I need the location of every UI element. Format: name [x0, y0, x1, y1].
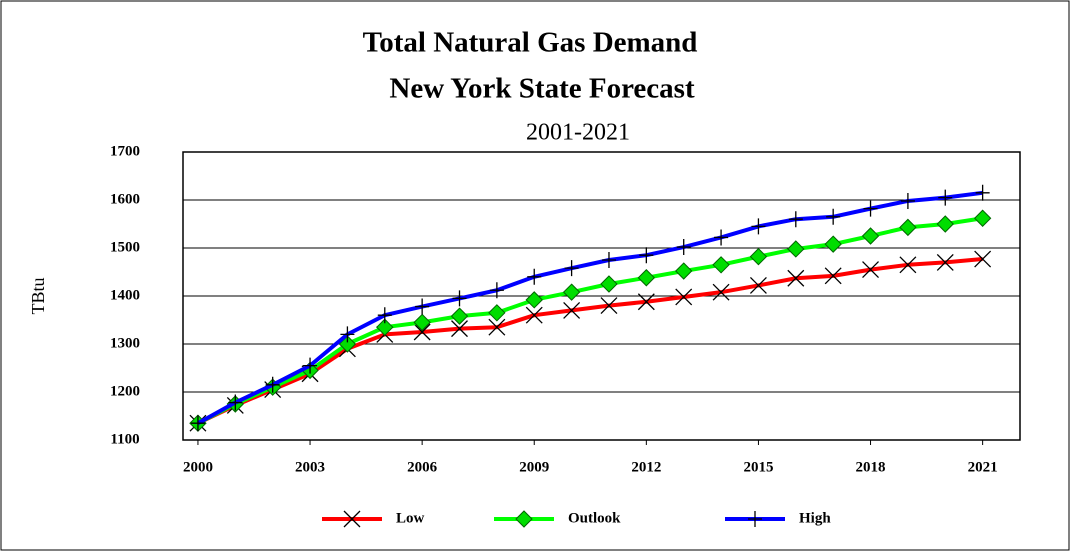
- series-line: [196, 190, 983, 425]
- series-line: [197, 216, 983, 425]
- x-tick-label: 2009: [519, 459, 549, 475]
- x-tick-label: 2018: [856, 459, 886, 475]
- marker: [190, 415, 205, 432]
- marker: [863, 200, 878, 217]
- chart-title: Total Natural Gas Demand: [363, 27, 698, 59]
- marker: [340, 326, 355, 343]
- marker: [714, 229, 729, 246]
- marker: [564, 260, 579, 277]
- marker: [488, 304, 506, 322]
- y-tick-label: 1200: [110, 383, 140, 399]
- marker: [975, 184, 990, 201]
- x-tick-label: 2006: [407, 459, 438, 475]
- marker: [637, 269, 656, 287]
- marker: [862, 261, 879, 279]
- y-tick-label: 1300: [110, 335, 140, 351]
- marker: [751, 218, 766, 235]
- marker: [265, 376, 280, 393]
- marker: [452, 290, 467, 307]
- marker: [974, 250, 992, 268]
- marker: [899, 256, 917, 274]
- x-tick-label: 2003: [295, 459, 325, 475]
- legend-marker: [748, 511, 762, 527]
- x-tick-label: 2015: [743, 459, 773, 475]
- legend-marker: [515, 510, 533, 528]
- marker: [600, 275, 618, 293]
- marker: [525, 291, 543, 309]
- marker: [675, 288, 693, 306]
- marker: [899, 218, 917, 237]
- marker: [450, 307, 469, 325]
- marker: [712, 283, 730, 301]
- y-axis-label: TBtu: [28, 277, 48, 314]
- marker: [824, 235, 842, 253]
- y-tick-label: 1600: [110, 191, 140, 207]
- marker: [451, 320, 468, 338]
- marker: [377, 307, 392, 324]
- chart-subtitle: New York State Forecast: [389, 73, 695, 105]
- marker: [413, 323, 431, 341]
- legend-marker: [343, 510, 361, 528]
- marker: [788, 211, 803, 228]
- marker: [639, 247, 654, 264]
- marker: [824, 267, 842, 285]
- marker: [936, 215, 954, 233]
- marker: [676, 239, 691, 256]
- marker: [936, 253, 954, 271]
- marker: [488, 318, 506, 336]
- marker: [601, 252, 616, 268]
- marker: [712, 256, 730, 274]
- marker: [563, 301, 581, 319]
- x-tick-label: 2021: [968, 459, 998, 475]
- marker: [749, 276, 767, 294]
- x-tick-label: 2000: [183, 459, 213, 475]
- marker: [900, 192, 915, 209]
- marker: [228, 394, 243, 411]
- marker: [787, 240, 805, 258]
- marker: [376, 318, 394, 336]
- marker: [413, 313, 431, 332]
- marker: [415, 298, 430, 315]
- legend-label: Outlook: [568, 510, 621, 526]
- series-line: [197, 257, 983, 426]
- legend-label: High: [799, 510, 831, 526]
- marker: [973, 209, 992, 227]
- y-tick-label: 1400: [110, 287, 140, 303]
- marker: [749, 247, 768, 266]
- marker: [826, 208, 841, 225]
- marker: [938, 189, 953, 206]
- marker: [787, 269, 805, 287]
- x-tick-label: 2012: [631, 459, 661, 475]
- y-tick-label: 1100: [110, 431, 139, 447]
- marker: [303, 357, 318, 374]
- y-tick-label: 1700: [110, 143, 140, 159]
- marker: [525, 306, 543, 324]
- marker: [562, 283, 581, 301]
- y-tick-label: 1500: [110, 239, 140, 255]
- marker: [674, 262, 693, 280]
- marker: [861, 227, 880, 245]
- marker: [637, 293, 655, 311]
- marker: [527, 268, 542, 285]
- annotation: 2001-2021: [526, 120, 630, 146]
- marker: [489, 282, 504, 299]
- legend-label: Low: [396, 510, 425, 526]
- marker: [600, 297, 618, 315]
